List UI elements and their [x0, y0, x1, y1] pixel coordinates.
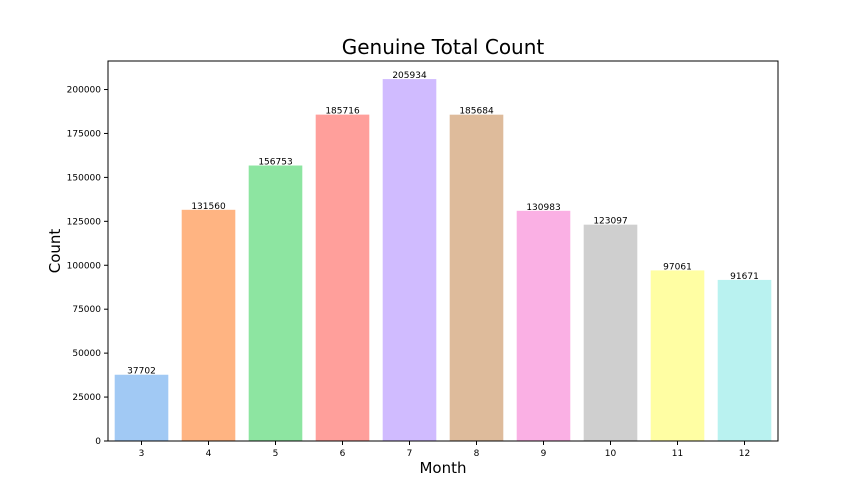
bars-group [114, 79, 772, 442]
data-label-month-4: 131560 [191, 202, 226, 212]
x-tick-label: 8 [474, 449, 480, 459]
x-tick-label: 6 [340, 449, 346, 459]
data-label-month-7: 205934 [392, 71, 427, 81]
y-tick-label: 200000 [67, 86, 102, 96]
y-axis-label: Count [46, 229, 64, 274]
x-tick-label: 11 [672, 449, 683, 459]
data-label-month-6: 185716 [325, 107, 360, 117]
bar-month-10 [583, 224, 638, 441]
chart-title: Genuine Total Count [342, 35, 545, 59]
data-label-month-5: 156753 [258, 158, 292, 168]
x-tick-label: 12 [739, 449, 750, 459]
x-axis-label: Month [419, 459, 466, 477]
data-label-month-12: 91671 [730, 272, 759, 282]
data-label-month-3: 37702 [127, 367, 156, 377]
x-tick-label: 10 [605, 449, 617, 459]
y-tick-label: 0 [95, 437, 101, 447]
y-tick-label: 175000 [67, 129, 102, 139]
bar-month-8 [449, 114, 504, 441]
y-tick-label: 25000 [72, 393, 101, 403]
data-label-month-9: 130983 [526, 203, 560, 213]
bar-month-12 [717, 279, 772, 441]
plot-frame [107, 60, 779, 442]
x-tick-label: 4 [206, 449, 212, 459]
y-axis-ticks: 0 25000 50000 75000 100000 125000 150000 175000… [67, 86, 108, 447]
bar-month-6 [315, 114, 370, 441]
data-label-month-10: 123097 [593, 217, 627, 227]
y-tick-label: 75000 [72, 305, 101, 315]
bar-month-11 [650, 270, 705, 441]
data-label-month-11: 97061 [663, 262, 692, 272]
x-tick-label: 5 [273, 449, 279, 459]
x-axis-ticks: 3 4 5 6 7 8 9 10 11 12 [139, 441, 750, 459]
x-tick-label: 9 [541, 449, 547, 459]
data-labels-group: 37702 131560 156753 185716 205934 185684 13098… [127, 71, 759, 377]
y-tick-label: 150000 [67, 173, 102, 183]
bar-month-9 [516, 210, 571, 441]
bar-month-7 [382, 79, 437, 442]
x-tick-label: 7 [407, 449, 413, 459]
y-tick-label: 100000 [67, 261, 102, 271]
bar-month-4 [181, 209, 236, 441]
x-tick-label: 3 [139, 449, 145, 459]
data-label-month-8: 185684 [459, 107, 494, 117]
bar-month-3 [114, 374, 169, 441]
y-tick-label: 50000 [72, 349, 101, 359]
y-tick-label: 125000 [67, 217, 102, 227]
bar-month-5 [248, 165, 303, 441]
